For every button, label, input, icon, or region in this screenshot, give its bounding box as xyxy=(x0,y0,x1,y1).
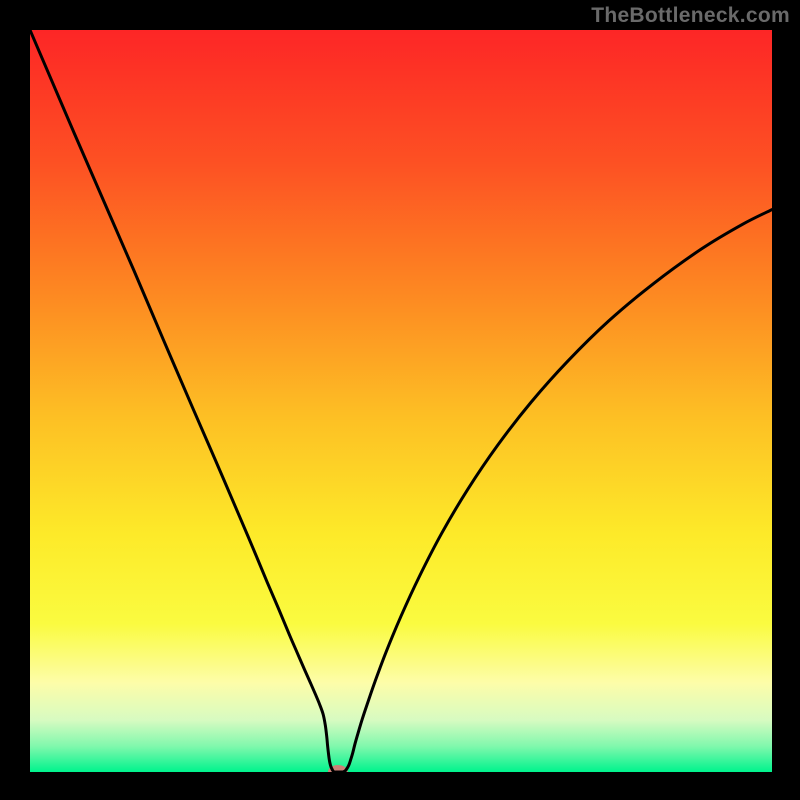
watermark-text: TheBottleneck.com xyxy=(591,4,790,28)
chart-svg xyxy=(30,30,772,772)
bottleneck-chart xyxy=(30,30,772,772)
chart-container: TheBottleneck.com xyxy=(0,0,800,800)
